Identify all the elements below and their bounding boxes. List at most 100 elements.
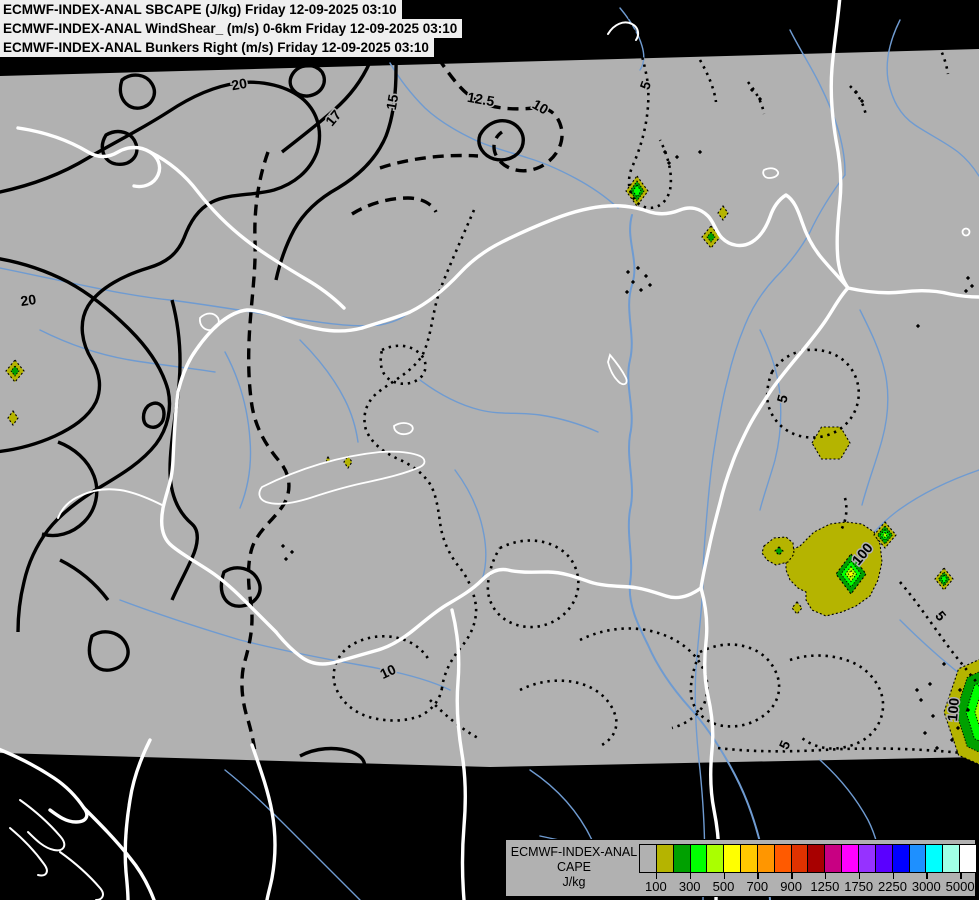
legend-panel: ECMWF-INDEX-ANAL CAPE J/kg 100 300 500 700 9… bbox=[505, 839, 977, 897]
legend-swatch bbox=[825, 845, 842, 872]
legend-tick bbox=[960, 873, 962, 879]
contour-value-label: 15 bbox=[383, 93, 401, 111]
storm-motion-marker bbox=[666, 160, 672, 166]
cape-blob-ring bbox=[717, 205, 729, 221]
cape-blob-ring bbox=[343, 455, 353, 469]
storm-motion-marker bbox=[638, 287, 644, 293]
legend-tick-label: 5000 bbox=[945, 879, 975, 894]
map-land-area bbox=[0, 49, 979, 767]
legend-tick-label: 1250 bbox=[810, 879, 840, 894]
contour-value-label: 100 bbox=[944, 697, 962, 722]
storm-motion-marker bbox=[647, 282, 653, 288]
legend-swatch bbox=[640, 845, 656, 872]
legend-tick bbox=[926, 873, 928, 879]
cape-blob bbox=[785, 521, 883, 617]
legend-tick bbox=[824, 873, 827, 879]
storm-motion-marker bbox=[662, 149, 668, 155]
lakes-layer bbox=[199, 167, 971, 505]
cape-blob-ring bbox=[632, 184, 642, 198]
storm-motion-marker bbox=[289, 549, 295, 555]
legend-swatch bbox=[909, 845, 926, 872]
storm-motion-marker bbox=[965, 707, 971, 713]
legend-tick-label: 1750 bbox=[844, 879, 874, 894]
legend-swatch bbox=[707, 845, 724, 872]
cape-blob-ring bbox=[774, 546, 784, 556]
legend-tick bbox=[757, 873, 759, 879]
cape-blob-ring bbox=[847, 569, 855, 579]
legend-tick bbox=[858, 873, 861, 879]
cape-blob-ring bbox=[791, 601, 803, 615]
title-line-windshear: ECMWF-INDEX-ANAL WindShear_ (m/s) 0-6km … bbox=[0, 19, 463, 38]
cape-blob-ring bbox=[940, 574, 948, 584]
title-line-bunkers: ECMWF-INDEX-ANAL Bunkers Right (m/s) Fri… bbox=[0, 38, 434, 57]
legend-swatch bbox=[892, 845, 909, 872]
legend-swatch bbox=[960, 845, 976, 872]
legend-swatch bbox=[673, 845, 690, 872]
storm-motion-marker bbox=[949, 737, 955, 743]
legend-swatch bbox=[774, 845, 791, 872]
storm-motion-marker bbox=[927, 681, 933, 687]
storm-motion-marker bbox=[624, 289, 630, 295]
contour-value-label: 20 bbox=[19, 291, 37, 309]
legend-swatch bbox=[875, 845, 892, 872]
storm-motion-marker bbox=[280, 543, 286, 549]
cape-blob-ring bbox=[706, 231, 716, 243]
legend-tick bbox=[791, 873, 793, 879]
storm-motion-marker bbox=[697, 149, 703, 155]
storm-motion-marker bbox=[930, 713, 936, 719]
contour-value-label: 20 bbox=[230, 75, 248, 93]
legend-swatch bbox=[690, 845, 707, 872]
cape-blob-ring bbox=[882, 531, 888, 539]
legend-swatch bbox=[943, 845, 960, 872]
legend-swatch bbox=[926, 845, 943, 872]
cape-blob-ring bbox=[965, 682, 979, 742]
legend-tick-label: 300 bbox=[678, 879, 701, 894]
legend-swatch bbox=[842, 845, 858, 872]
legend-swatch bbox=[757, 845, 774, 872]
legend-color-bar bbox=[639, 844, 977, 873]
storm-motion-marker bbox=[674, 154, 680, 160]
storm-motion-marker bbox=[635, 265, 641, 271]
title-line-sbcape: ECMWF-INDEX-ANAL SBCAPE (J/kg) Friday 12… bbox=[0, 0, 402, 19]
cape-shading-layer bbox=[5, 175, 979, 765]
cape-blob-ring bbox=[10, 365, 20, 377]
solid-contours bbox=[0, 0, 525, 769]
legend-tick-label: 2250 bbox=[878, 879, 907, 894]
legend-tick-label: 700 bbox=[746, 879, 769, 894]
legend-tick bbox=[723, 873, 725, 879]
legend-unit-label: J/kg bbox=[562, 875, 586, 889]
storm-motion-marker bbox=[922, 730, 928, 736]
legend-tick-label: 3000 bbox=[911, 879, 941, 894]
cape-blob-ring bbox=[7, 410, 19, 426]
legend-tick-label: 500 bbox=[712, 879, 735, 894]
storm-motion-marker bbox=[918, 697, 924, 703]
legend-swatch bbox=[724, 845, 741, 872]
storm-motion-marker bbox=[914, 687, 920, 693]
legend-model-label: ECMWF-INDEX-ANAL bbox=[510, 845, 638, 859]
contours-layer bbox=[0, 0, 979, 768]
storm-motion-marker bbox=[630, 279, 636, 285]
legend-swatch bbox=[808, 845, 825, 872]
legend-swatch bbox=[791, 845, 808, 872]
storm-motion-marker bbox=[955, 725, 961, 731]
storm-motion-marker bbox=[283, 556, 289, 562]
legend-tick-label: 100 bbox=[645, 879, 667, 894]
storm-motion-marker bbox=[965, 275, 971, 281]
storm-motion-marker bbox=[941, 661, 947, 667]
dotted-contours bbox=[332, 0, 979, 755]
storm-motion-marker bbox=[625, 269, 631, 275]
legend-tick bbox=[655, 873, 658, 879]
storm-motion-marker bbox=[969, 283, 975, 289]
legend-swatch bbox=[656, 845, 673, 872]
legend-parameter-label: CAPE bbox=[556, 860, 592, 874]
cape-blob-ring bbox=[974, 697, 979, 727]
legend-tick bbox=[892, 873, 894, 879]
storm-motion-marker bbox=[934, 745, 940, 751]
legend-tick bbox=[689, 873, 692, 879]
storm-motion-marker bbox=[643, 273, 649, 279]
dashed-contours bbox=[240, 57, 564, 753]
legend-tick-label: 900 bbox=[780, 879, 802, 894]
legend-swatch bbox=[858, 845, 875, 872]
